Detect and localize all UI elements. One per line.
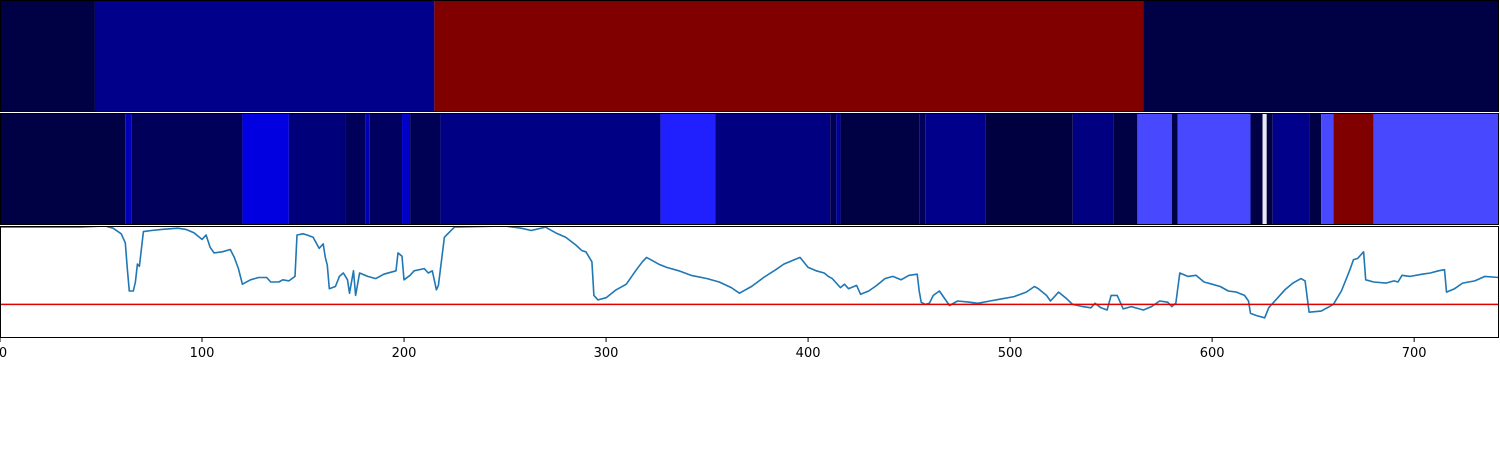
x-tick-label: 700 [1402, 346, 1427, 361]
strip-2-segment-3 [242, 113, 289, 225]
strip-2-segment-16 [919, 113, 926, 225]
x-tick-label: 500 [998, 346, 1023, 361]
x-tick-label: 200 [392, 346, 417, 361]
middle-state-strip [0, 113, 1499, 225]
strip-2-frame [0, 113, 1499, 225]
strip-1-frame [0, 0, 1499, 112]
strip-2-segment-0 [0, 113, 126, 225]
strip-1-segment-1 [94, 0, 435, 112]
strip-2-segment-15 [840, 113, 920, 225]
strip-1-segment-2 [434, 0, 1144, 112]
strip-2-segment-1 [125, 113, 132, 225]
strip-2-segment-21 [1137, 113, 1172, 225]
strip-2-segment-19 [1072, 113, 1114, 225]
strip-2-segment-7 [369, 113, 403, 225]
x-axis: 0 100 200 300 400 500 600 700 [0, 338, 1427, 361]
strip-2-segment-18 [985, 113, 1073, 225]
strip-2-segment-25 [1262, 113, 1267, 225]
series-line [0, 226, 1499, 319]
x-tick-label: 100 [190, 346, 215, 361]
x-tick-label: 400 [796, 346, 821, 361]
strip-2-segment-9 [410, 113, 441, 225]
strip-2-segment-22 [1171, 113, 1178, 225]
strip-2-segment-24 [1250, 113, 1263, 225]
strip-2-segment-4 [288, 113, 346, 225]
strip-2-segment-12 [715, 113, 831, 225]
line-plot-panel [0, 226, 1499, 338]
strip-2-segment-23 [1177, 113, 1251, 225]
strip-2-segment-5 [345, 113, 366, 225]
strip-2-segment-26 [1266, 113, 1273, 225]
strip-1-segment-0 [0, 0, 95, 112]
strip-2-segment-31 [1373, 113, 1499, 225]
strip-2-segment-27 [1272, 113, 1310, 225]
strip-2-segment-17 [925, 113, 986, 225]
x-tick-label: 600 [1200, 346, 1225, 361]
plot-background [0, 226, 1499, 338]
strip-2-segment-8 [402, 113, 411, 225]
strip-2-segment-20 [1113, 113, 1138, 225]
x-tick-label: 300 [594, 346, 619, 361]
top-state-strip [0, 0, 1499, 112]
strip-2-segment-2 [131, 113, 243, 225]
strip-2-segment-28 [1309, 113, 1322, 225]
strip-2-segment-29 [1321, 113, 1334, 225]
x-tick-label: 0 [0, 346, 7, 361]
strip-2-segment-11 [660, 113, 716, 225]
strip-1-segment-3 [1143, 0, 1499, 112]
strip-2-segment-30 [1333, 113, 1374, 225]
strip-2-segment-14 [836, 113, 841, 225]
strip-2-segment-10 [440, 113, 661, 225]
strip-2-segment-6 [365, 113, 370, 225]
strip-2-segment-13 [830, 113, 837, 225]
plot-frame [0, 226, 1499, 338]
